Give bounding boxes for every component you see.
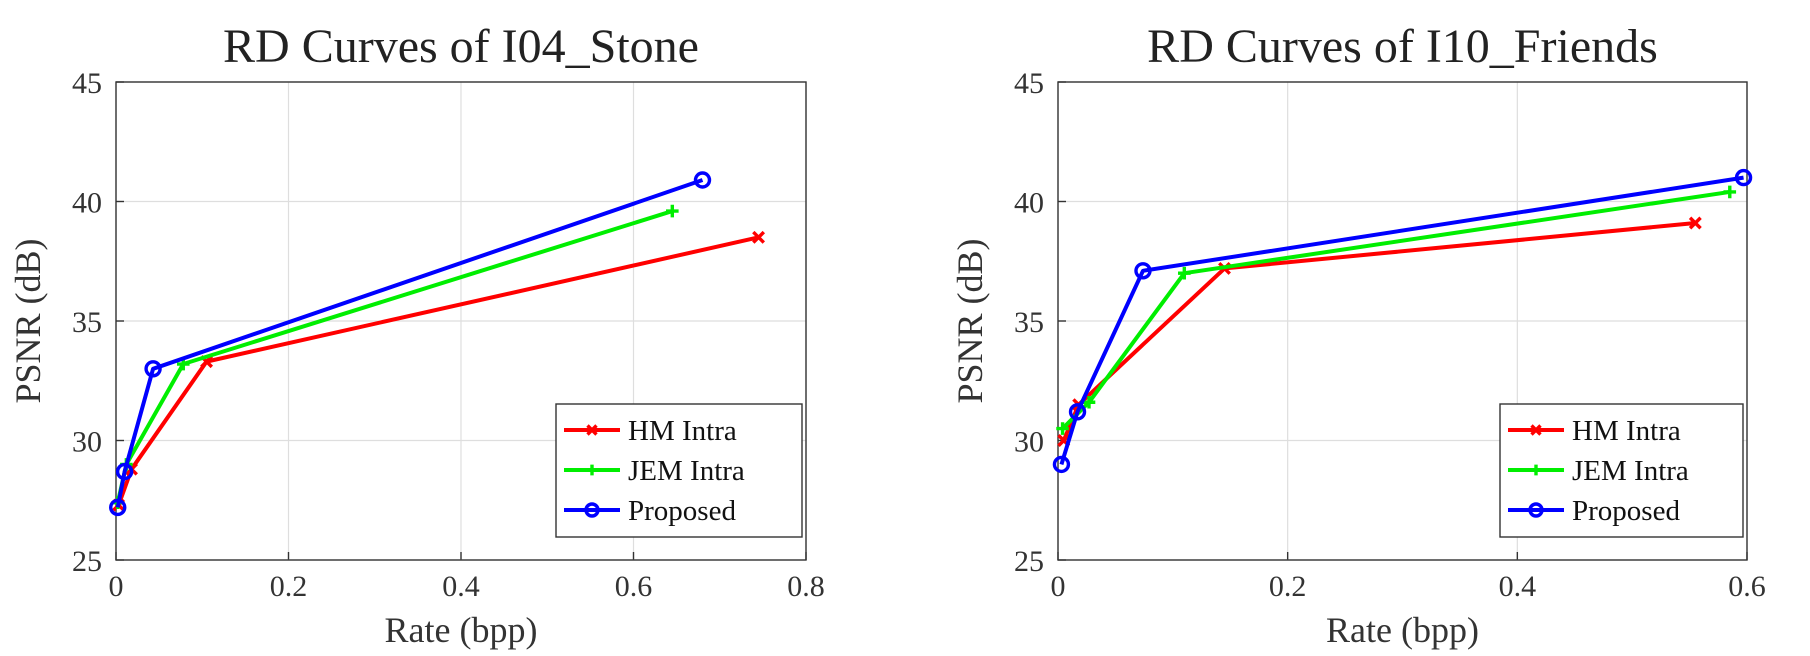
data-point-jem-intra xyxy=(1178,266,1191,280)
plot-area-frame xyxy=(1057,81,1748,561)
x-tick-label: 0 xyxy=(109,570,124,603)
y-axis-label: PSNR (dB) xyxy=(950,238,990,403)
legend-label: JEM Intra xyxy=(1572,455,1689,487)
y-tick-label: 25 xyxy=(72,545,102,578)
y-tick-label: 40 xyxy=(1014,187,1044,220)
y-tick-label: 35 xyxy=(72,306,102,339)
legend-label: HM Intra xyxy=(628,415,737,447)
data-point-jem-intra xyxy=(666,204,679,218)
x-tick-label: 0.4 xyxy=(442,570,480,603)
legend: HM Intra JEM Intra Proposed xyxy=(555,403,803,538)
rd-chart-i10-friends: 0 0.2 0.4 0.6 25 30 35 40 45 RD Curves of I10_Fri… xyxy=(950,20,1766,650)
data-point-jem-intra xyxy=(1723,185,1737,199)
y-axis-label: PSNR (dB) xyxy=(8,238,48,403)
y-tick-label: 45 xyxy=(72,67,102,100)
x-tick-label: 0.2 xyxy=(1269,570,1307,603)
legend-entry-proposed: Proposed xyxy=(564,495,736,527)
legend-entry-proposed: Proposed xyxy=(1508,495,1680,527)
x-tick-label: 0.6 xyxy=(615,570,653,603)
legend-entry-jem-intra: JEM Intra xyxy=(564,455,745,487)
data-point-proposed xyxy=(693,171,712,189)
data-point-hm-intra xyxy=(1688,216,1702,230)
legend-label: HM Intra xyxy=(1572,415,1681,447)
legend-entry-jem-intra: JEM Intra xyxy=(1508,455,1689,487)
data-point-proposed xyxy=(1134,262,1152,280)
data-point-proposed xyxy=(1734,168,1753,187)
x-tick-label: 0.4 xyxy=(1499,570,1537,603)
legend-marker xyxy=(1530,424,1542,436)
rd-chart-i04-stone: 0 0.2 0.4 0.6 0.8 25 30 35 40 45 RD Curves of I04_… xyxy=(8,20,825,650)
legend-label: JEM Intra xyxy=(628,455,745,487)
y-tick-label: 30 xyxy=(1014,426,1044,459)
legend-label: Proposed xyxy=(628,495,736,527)
data-point-proposed xyxy=(144,360,162,378)
y-tick-label: 45 xyxy=(1014,67,1044,100)
legend-entry-hm-intra: HM Intra xyxy=(564,415,737,447)
chart-title: RD Curves of I10_Friends xyxy=(1147,20,1658,73)
legend-marker xyxy=(586,424,598,436)
x-axis-label: Rate (bpp) xyxy=(1326,610,1479,650)
legend-label: Proposed xyxy=(1572,495,1680,527)
data-point-jem-intra xyxy=(1082,395,1096,409)
x-tick-label: 0.8 xyxy=(787,570,825,603)
legend-marker xyxy=(586,464,598,476)
y-tick-label: 30 xyxy=(72,426,102,459)
data-point-hm-intra xyxy=(752,230,766,244)
series-line-proposed xyxy=(1059,175,1744,465)
y-tick-label: 35 xyxy=(1014,306,1044,339)
x-tick-label: 0.6 xyxy=(1728,570,1766,603)
data-point-jem-intra xyxy=(1056,422,1069,435)
legend-marker xyxy=(1528,502,1544,518)
legend-marker xyxy=(1530,464,1542,476)
plot-area-frame xyxy=(115,81,807,561)
x-axis-label: Rate (bpp) xyxy=(385,610,538,650)
x-tick-label: 0.2 xyxy=(270,570,308,603)
series-line-proposed xyxy=(115,178,704,508)
legend-marker xyxy=(584,502,600,518)
y-tick-label: 40 xyxy=(72,187,102,220)
series-line-hm-intra xyxy=(116,235,760,506)
data-point-proposed xyxy=(1052,455,1071,474)
data-point-proposed xyxy=(115,462,134,481)
x-tick-label: 0 xyxy=(1051,570,1066,603)
data-point-proposed xyxy=(1068,403,1087,421)
legend: HM Intra JEM Intra Proposed xyxy=(1499,403,1744,538)
data-point-proposed xyxy=(109,498,127,517)
chart-title: RD Curves of I04_Stone xyxy=(223,20,699,73)
legend-entry-hm-intra: HM Intra xyxy=(1508,415,1681,447)
y-tick-label: 25 xyxy=(1014,545,1044,578)
